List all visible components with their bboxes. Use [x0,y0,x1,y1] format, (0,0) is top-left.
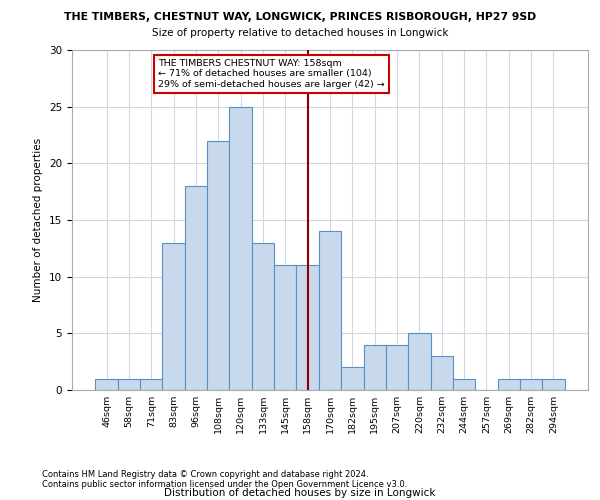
Bar [520,378,542,390]
Text: Distribution of detached houses by size in Longwick: Distribution of detached houses by size … [164,488,436,498]
Bar [341,368,364,390]
Bar [497,378,520,390]
Bar [453,378,475,390]
Bar [185,186,207,390]
Bar [386,344,408,390]
Bar [408,334,431,390]
Bar [296,266,319,390]
Bar [95,378,118,390]
Bar [364,344,386,390]
Bar [163,242,185,390]
Y-axis label: Number of detached properties: Number of detached properties [34,138,43,302]
Text: Contains public sector information licensed under the Open Government Licence v3: Contains public sector information licen… [42,480,407,489]
Bar [140,378,163,390]
Bar [118,378,140,390]
Bar [542,378,565,390]
Bar [207,140,229,390]
Bar [319,232,341,390]
Bar [431,356,453,390]
Text: THE TIMBERS CHESTNUT WAY: 158sqm
← 71% of detached houses are smaller (104)
29% : THE TIMBERS CHESTNUT WAY: 158sqm ← 71% o… [158,59,385,89]
Bar [274,266,296,390]
Text: Contains HM Land Registry data © Crown copyright and database right 2024.: Contains HM Land Registry data © Crown c… [42,470,368,479]
Text: Size of property relative to detached houses in Longwick: Size of property relative to detached ho… [152,28,448,38]
Text: THE TIMBERS, CHESTNUT WAY, LONGWICK, PRINCES RISBOROUGH, HP27 9SD: THE TIMBERS, CHESTNUT WAY, LONGWICK, PRI… [64,12,536,22]
Bar [229,106,252,390]
Bar [252,242,274,390]
